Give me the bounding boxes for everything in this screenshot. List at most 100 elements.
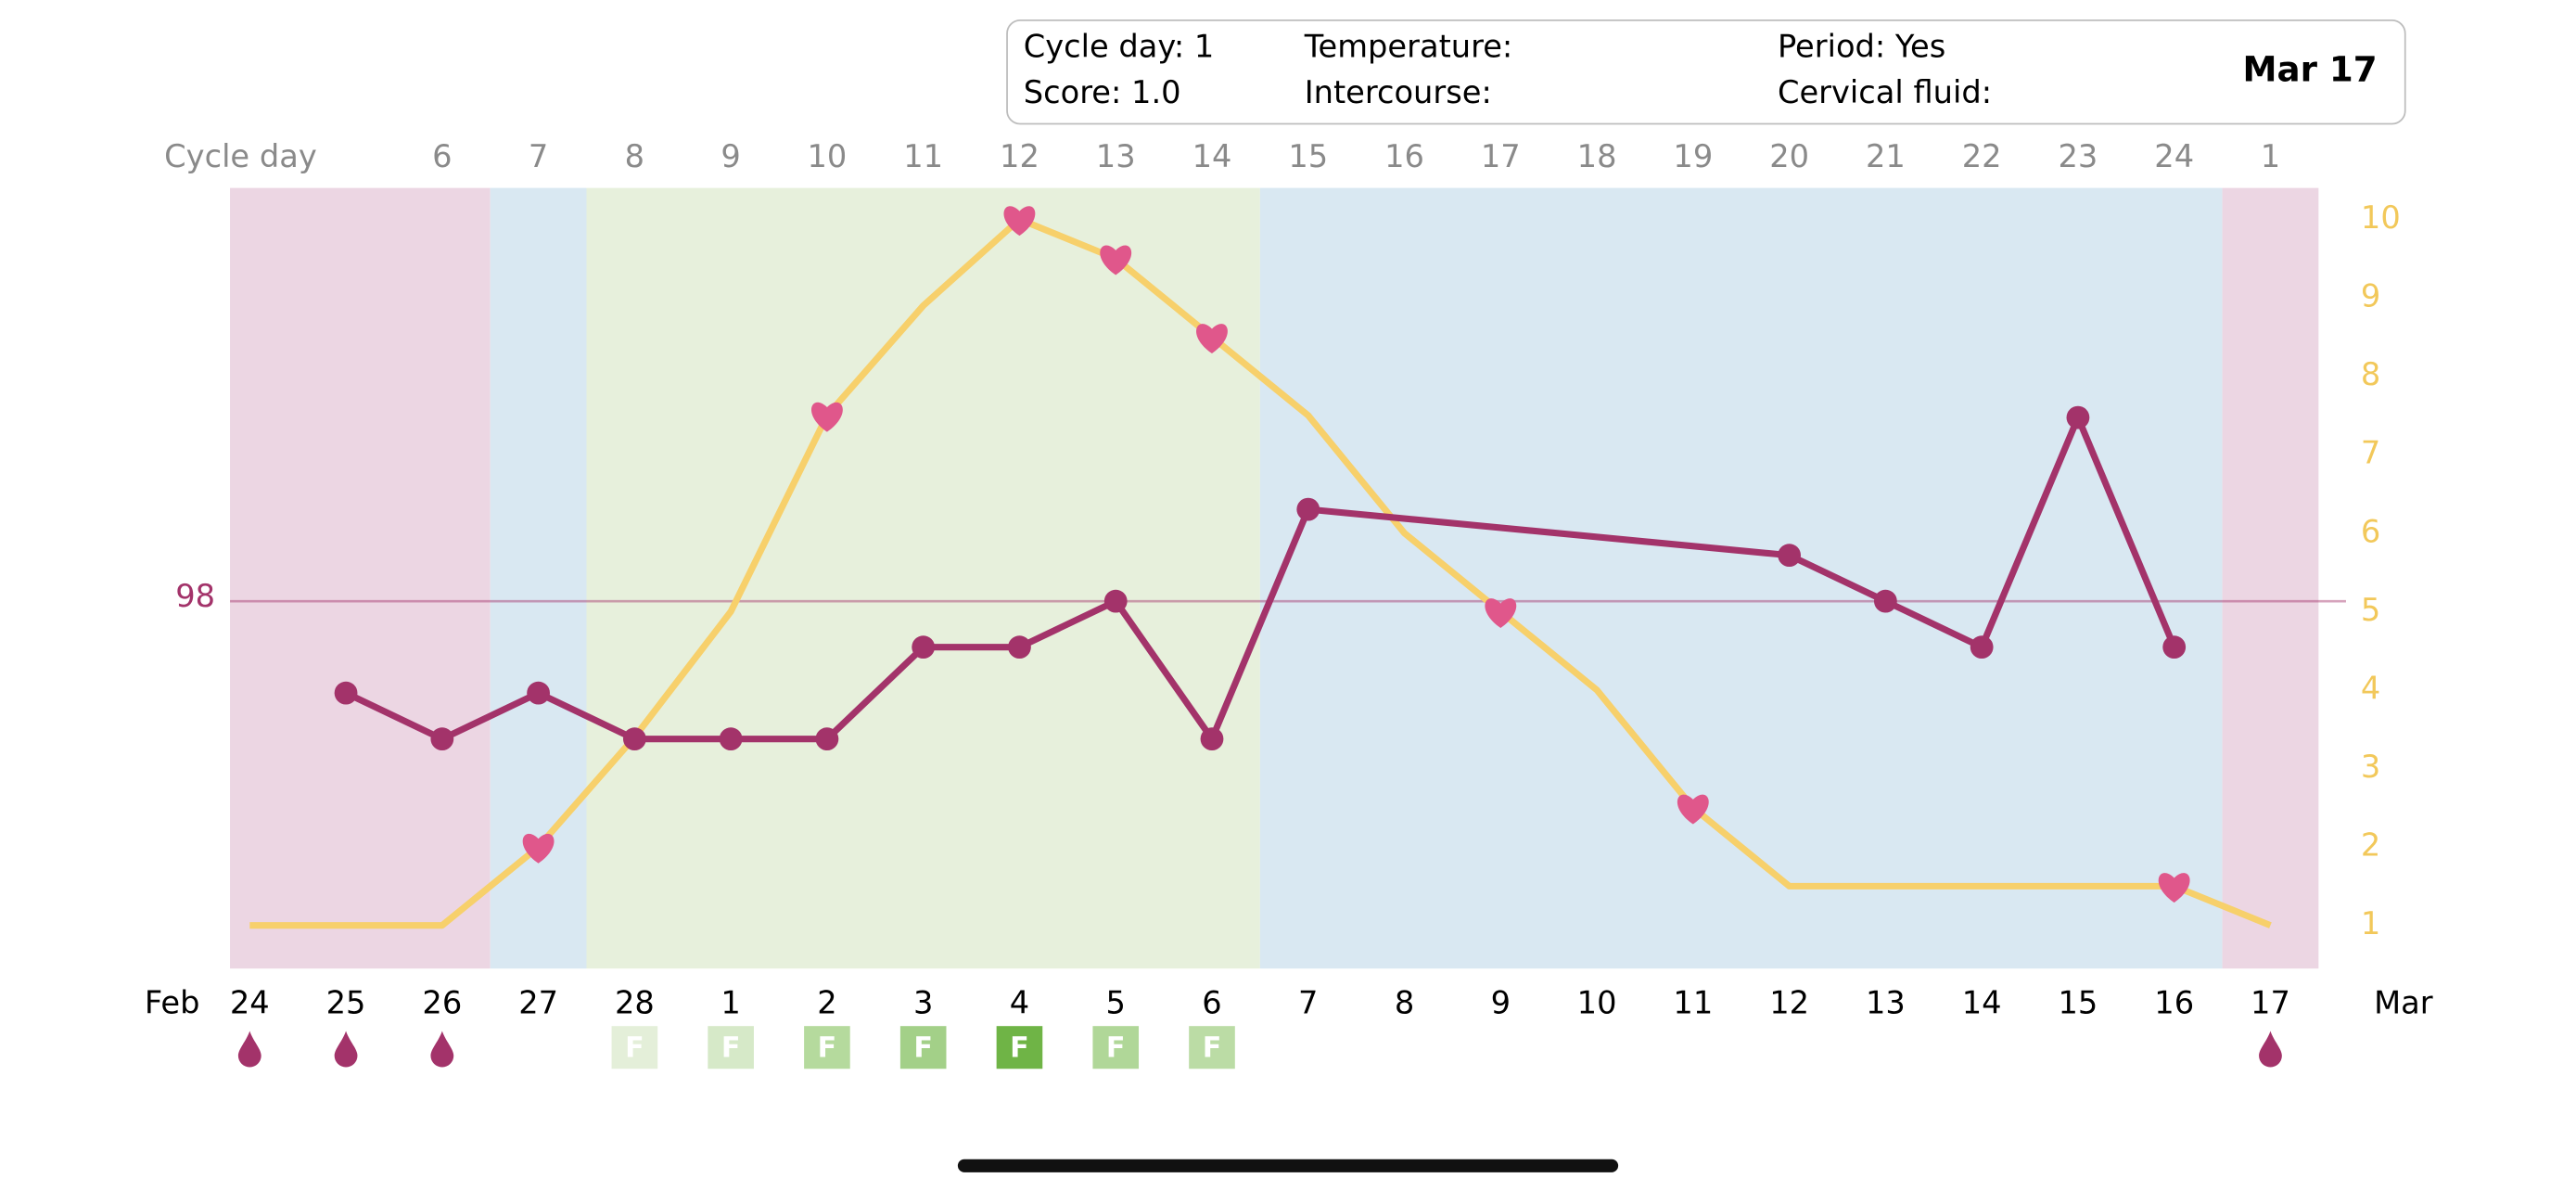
date-label: 11	[1673, 985, 1713, 1021]
y2-tick-label: 5	[2361, 592, 2380, 628]
date-label: 27	[518, 985, 558, 1021]
temperature-point	[1970, 635, 1994, 660]
temperature-point	[334, 681, 358, 705]
intercourse-heart	[2158, 873, 2190, 903]
phase-band	[490, 187, 587, 969]
fluid-label: F	[1010, 1031, 1029, 1064]
fluid-label: F	[818, 1031, 837, 1064]
y-tick-label: 98	[175, 578, 215, 614]
cycle-day: 14	[1192, 138, 1232, 174]
cycle-day: 12	[1000, 138, 1039, 174]
date-label: 9	[1491, 985, 1511, 1021]
date-label: 12	[1769, 985, 1809, 1021]
date-label: 4	[1010, 985, 1029, 1021]
temperature-point	[430, 727, 454, 751]
info-intercourse: Intercourse:	[1305, 74, 1492, 110]
temperature-point	[1873, 589, 1897, 613]
temperature-point	[912, 635, 936, 660]
date-label: 25	[326, 985, 366, 1021]
home-indicator	[957, 1159, 1619, 1172]
phase-band	[1259, 187, 2223, 969]
phase-band	[230, 187, 491, 969]
date-label: 3	[913, 985, 933, 1021]
y2-tick-label: 10	[2361, 199, 2401, 236]
date-label: 2	[817, 985, 836, 1021]
fluid-label: F	[1203, 1031, 1222, 1064]
y2-tick-label: 6	[2361, 513, 2380, 549]
fluid-label: F	[721, 1031, 741, 1064]
info-date: Mar 17	[2242, 48, 2377, 89]
temperature-point	[1008, 635, 1031, 660]
cycle-day: 8	[625, 138, 644, 174]
fluid-box	[1189, 1026, 1235, 1069]
cycle-day: 11	[903, 138, 943, 174]
cycle-day: 7	[529, 138, 548, 174]
date-label: 7	[1298, 985, 1318, 1021]
y2-tick-label: 8	[2361, 356, 2380, 392]
cycle-day: 6	[432, 138, 452, 174]
temperature-line	[344, 414, 2177, 743]
temperature-point	[1200, 727, 1224, 751]
phases	[230, 187, 2319, 969]
date-label: 15	[2059, 985, 2098, 1021]
period-drop	[237, 1031, 261, 1068]
intercourse-heart	[522, 833, 555, 864]
fluid-box	[611, 1026, 658, 1069]
fluid-box	[899, 1026, 947, 1069]
info-temperature: Temperature:	[1304, 29, 1513, 65]
period-drop	[334, 1031, 358, 1068]
temperature-point	[2162, 635, 2187, 660]
intercourse-heart	[1100, 245, 1132, 275]
y2-tick-label: 9	[2361, 278, 2380, 314]
info-score: Score: 1.0	[1024, 74, 1181, 110]
temperature-point	[815, 727, 839, 751]
fluid-box	[708, 1026, 754, 1069]
intercourse-heart	[810, 402, 843, 432]
date-label: 5	[1106, 985, 1126, 1021]
cycle-day: 24	[2154, 138, 2194, 174]
period-drop	[2259, 1031, 2282, 1068]
cycle-day: 21	[1866, 138, 1906, 174]
cycle-day: 10	[808, 138, 848, 174]
month-label: Feb	[145, 985, 200, 1021]
info-period: Period: Yes	[1778, 29, 1945, 65]
date-label: 14	[1962, 985, 2002, 1021]
fluid-box	[996, 1026, 1043, 1069]
cycle-day: 15	[1288, 138, 1328, 174]
fluid-box	[804, 1026, 850, 1069]
cycle-day: 18	[1577, 138, 1617, 174]
cycle-day: 1	[2261, 138, 2280, 174]
fluid-label: F	[913, 1031, 933, 1064]
fluid-label: F	[1106, 1031, 1126, 1064]
cycle-day: 19	[1673, 138, 1713, 174]
y2-tick-label: 4	[2361, 670, 2380, 706]
intercourse-heart	[1485, 598, 1517, 629]
temperature-point	[1103, 589, 1128, 613]
date-label: 8	[1395, 985, 1414, 1021]
cycle-day: 13	[1096, 138, 1136, 174]
cycle-day-label: Cycle day	[164, 138, 317, 174]
date-label: 24	[230, 985, 270, 1021]
date-label: 16	[2154, 985, 2194, 1021]
temperature-point	[1778, 544, 1802, 568]
cycle-day: 20	[1769, 138, 1809, 174]
cycle-day: 9	[721, 138, 740, 174]
cycle-day: 23	[2059, 138, 2098, 174]
cycle-day: 17	[1481, 138, 1521, 174]
y2-tick-label: 2	[2361, 827, 2380, 864]
temperature-point	[719, 727, 743, 751]
date-label: 26	[422, 985, 462, 1021]
score-line	[249, 215, 2272, 929]
phase-band	[586, 187, 1260, 969]
info-box	[1006, 19, 2406, 125]
period-drop	[430, 1031, 454, 1068]
fluid-label: F	[625, 1031, 644, 1064]
date-label: 13	[1866, 985, 1906, 1021]
cycle-day: 22	[1962, 138, 2002, 174]
date-label: 28	[615, 985, 655, 1021]
date-label: 10	[1577, 985, 1617, 1021]
phase-band	[2222, 187, 2319, 969]
y2-tick-label: 3	[2361, 749, 2380, 785]
y2-tick-label: 1	[2361, 905, 2380, 941]
